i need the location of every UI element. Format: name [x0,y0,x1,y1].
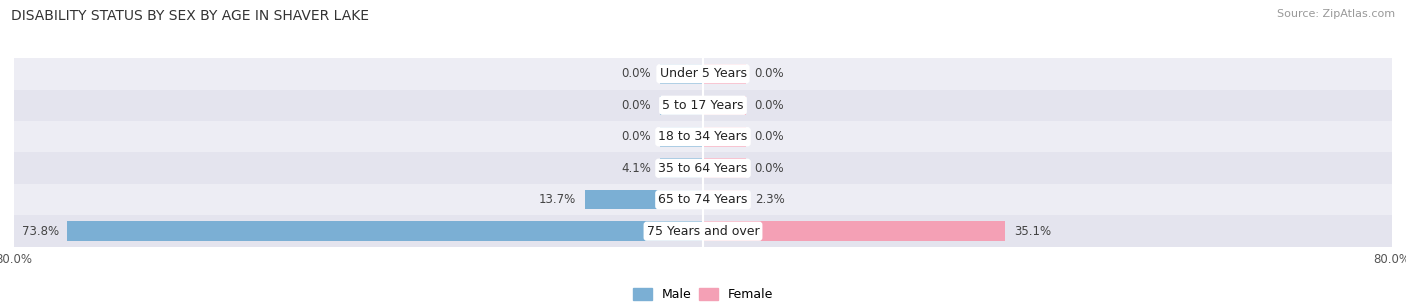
Text: Source: ZipAtlas.com: Source: ZipAtlas.com [1277,9,1395,19]
Text: 73.8%: 73.8% [21,225,59,238]
Bar [659,64,703,84]
Bar [703,221,1005,241]
Bar [703,64,747,84]
Bar [67,221,703,241]
Bar [659,127,703,146]
Text: 75 Years and over: 75 Years and over [647,225,759,238]
Bar [703,95,747,115]
Bar [14,121,1392,152]
Bar [14,184,1392,215]
Bar [14,152,1392,184]
Text: 18 to 34 Years: 18 to 34 Years [658,130,748,143]
Bar [703,159,747,178]
Text: 5 to 17 Years: 5 to 17 Years [662,99,744,112]
Text: DISABILITY STATUS BY SEX BY AGE IN SHAVER LAKE: DISABILITY STATUS BY SEX BY AGE IN SHAVE… [11,9,370,23]
Bar [659,95,703,115]
Text: 0.0%: 0.0% [621,99,651,112]
Text: 65 to 74 Years: 65 to 74 Years [658,193,748,206]
Text: 0.0%: 0.0% [755,130,785,143]
Bar [14,90,1392,121]
Text: 0.0%: 0.0% [621,67,651,80]
Text: 0.0%: 0.0% [755,99,785,112]
Bar [703,190,747,210]
Bar [14,58,1392,90]
Text: 35 to 64 Years: 35 to 64 Years [658,162,748,175]
Text: 13.7%: 13.7% [538,193,576,206]
Bar [14,215,1392,247]
Bar [703,127,747,146]
Text: 0.0%: 0.0% [755,67,785,80]
Legend: Male, Female: Male, Female [628,283,778,305]
Bar [659,159,703,178]
Text: 0.0%: 0.0% [621,130,651,143]
Text: 0.0%: 0.0% [755,162,785,175]
Text: 35.1%: 35.1% [1014,225,1052,238]
Text: 2.3%: 2.3% [755,193,785,206]
Bar [585,190,703,210]
Text: 4.1%: 4.1% [621,162,651,175]
Text: Under 5 Years: Under 5 Years [659,67,747,80]
